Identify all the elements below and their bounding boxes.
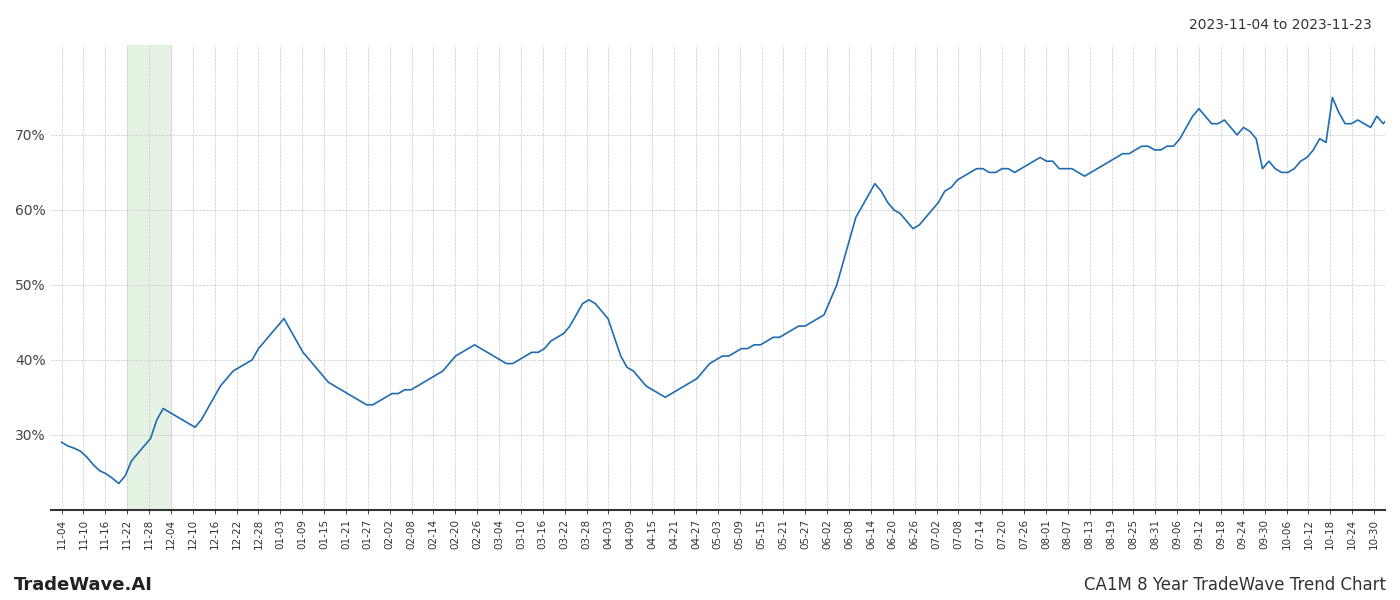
Text: 2023-11-04 to 2023-11-23: 2023-11-04 to 2023-11-23 bbox=[1189, 18, 1372, 32]
Bar bbox=[127, 45, 171, 510]
Text: CA1M 8 Year TradeWave Trend Chart: CA1M 8 Year TradeWave Trend Chart bbox=[1084, 576, 1386, 594]
Text: TradeWave.AI: TradeWave.AI bbox=[14, 576, 153, 594]
